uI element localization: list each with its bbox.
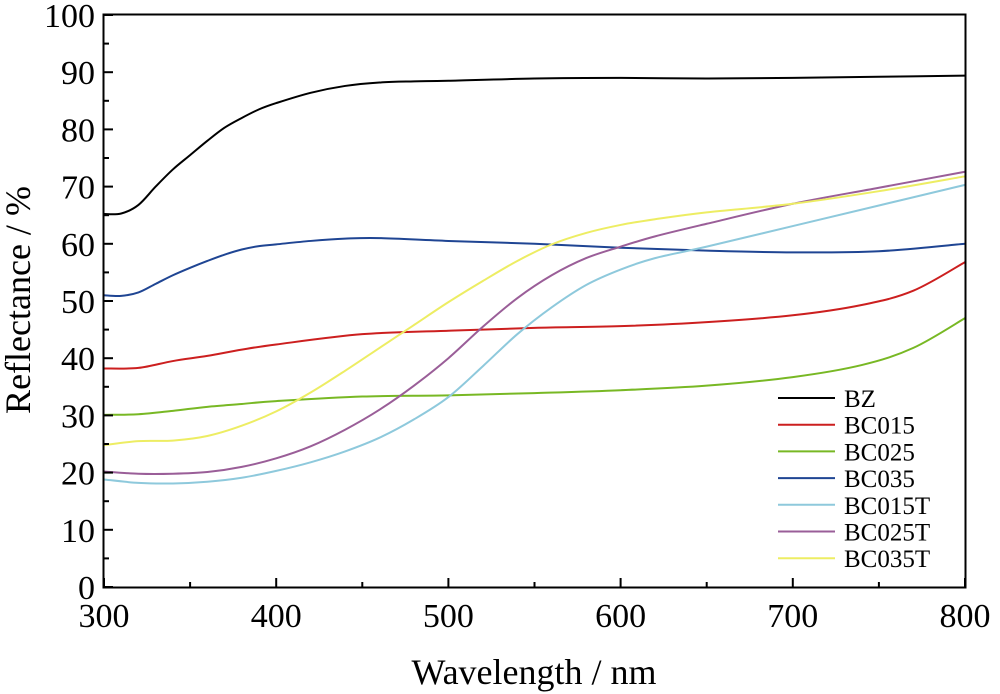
series-layer [103, 74, 966, 485]
legend-label-bc015: BC015 [844, 413, 915, 440]
series-line-bc015t [103, 183, 966, 485]
y-tick-label: 20 [61, 456, 95, 493]
series-line-bc035t [103, 175, 966, 447]
y-tick-label: 100 [44, 0, 95, 35]
legend-label-bc025t: BC025T [844, 520, 930, 547]
legend-label-bc035t: BC035T [844, 546, 930, 573]
x-tick-label: 700 [767, 598, 818, 635]
x-tick-label: 600 [595, 598, 646, 635]
x-axis-title: Wavelength / nm [411, 652, 656, 692]
y-tick-label: 10 [61, 513, 95, 550]
y-axis-title: Reflectance / % [0, 186, 38, 414]
y-tick-label: 60 [61, 227, 95, 264]
y-tick-label: 40 [61, 341, 95, 378]
y-tick-label: 70 [61, 170, 95, 207]
ticks-layer: 300 400 500 600 700 800 0 10 20 30 40 50 60 70 80 90 100 [44, 0, 991, 635]
x-tick-label: 500 [423, 598, 474, 635]
legend-label-bc015t: BC015T [844, 493, 930, 520]
series-line-bc015 [103, 261, 966, 370]
legend-label-bc025: BC025 [844, 439, 915, 466]
series-line-bc025 [103, 317, 966, 416]
series-line-bz [103, 74, 966, 216]
series-line-bc025t [103, 170, 966, 475]
legend-label-bz: BZ [844, 386, 876, 413]
y-tick-label: 30 [61, 398, 95, 435]
y-tick-label: 90 [61, 55, 95, 92]
x-tick-label: 800 [940, 598, 991, 635]
plot-frame [102, 13, 967, 589]
series-line-bc035 [103, 236, 966, 297]
x-tick-label: 300 [79, 598, 130, 635]
y-tick-label: 50 [61, 284, 95, 321]
x-tick-label: 400 [251, 598, 302, 635]
legend-label-bc035: BC035 [844, 466, 915, 493]
y-tick-label: 0 [78, 570, 95, 607]
y-tick-label: 80 [61, 112, 95, 149]
